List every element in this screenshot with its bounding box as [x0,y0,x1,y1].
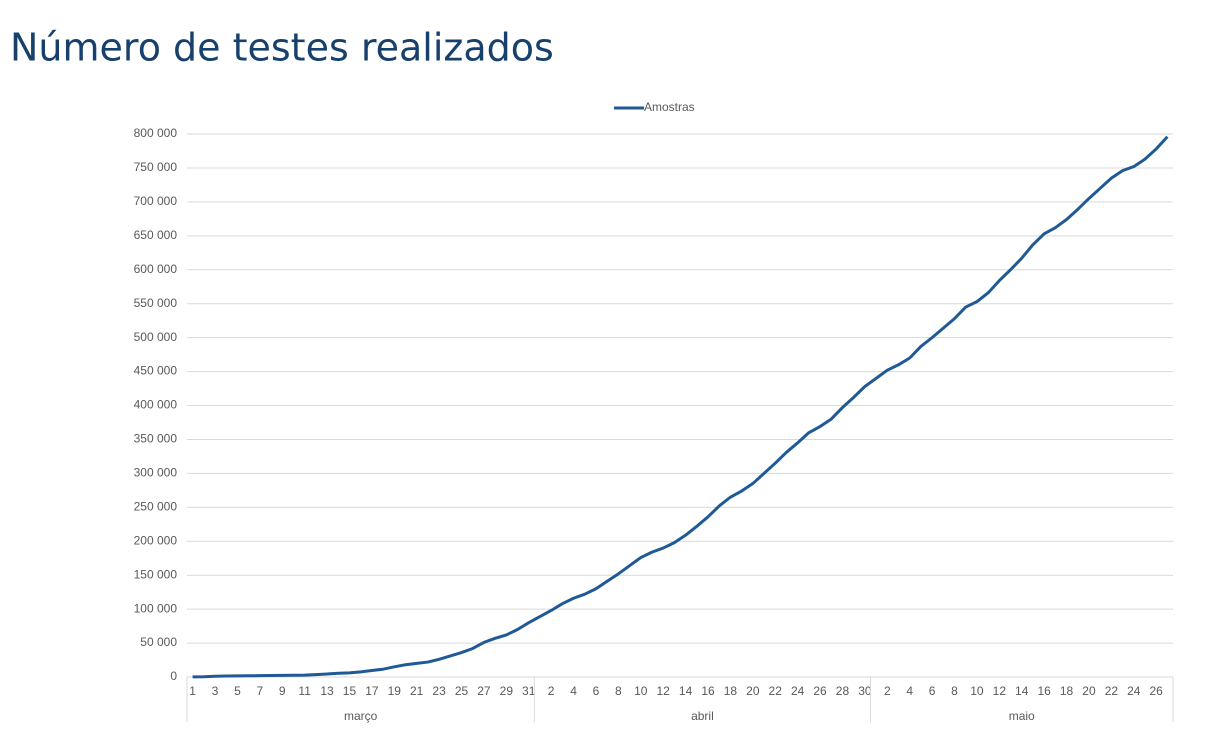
y-tick-label: 600 000 [134,262,178,276]
x-tick-label: 19 [388,684,402,698]
x-tick-label: 23 [432,684,446,698]
x-tick-label: 28 [836,684,850,698]
group-label: março [344,709,378,723]
x-tick-label: 18 [724,684,738,698]
y-tick-label: 150 000 [134,567,178,581]
x-tick-label: 2 [884,684,891,698]
x-tick-label: 5 [234,684,241,698]
x-tick-label: 10 [970,684,984,698]
x-tick-label: 16 [1037,684,1051,698]
x-tick-label: 18 [1060,684,1074,698]
x-tick-label: 9 [279,684,286,698]
x-tick-label: 21 [410,684,424,698]
x-tick-label: 26 [813,684,827,698]
x-tick-label: 30 [858,684,872,698]
x-tick-label: 27 [477,684,491,698]
x-tick-label: 22 [769,684,783,698]
y-tick-label: 550 000 [134,296,178,310]
y-tick-label: 300 000 [134,466,178,480]
x-tick-label: 7 [256,684,263,698]
x-tick-label: 13 [320,684,334,698]
y-tick-label: 100 000 [134,601,178,615]
x-tick-label: 29 [500,684,514,698]
x-tick-label: 24 [791,684,805,698]
x-tick-label: 4 [906,684,913,698]
y-tick-label: 500 000 [134,330,178,344]
y-tick-label: 250 000 [134,499,178,513]
y-tick-label: 50 000 [140,635,177,649]
y-tick-label: 450 000 [134,364,178,378]
x-tick-label: 2 [548,684,555,698]
y-tick-label: 800 000 [134,126,178,140]
x-tick-label: 8 [615,684,622,698]
x-tick-label: 15 [343,684,357,698]
x-tick-label: 1 [189,684,196,698]
x-tick-label: 22 [1105,684,1119,698]
x-tick-label: 31 [522,684,536,698]
y-tick-label: 700 000 [134,194,178,208]
x-tick-label: 3 [212,684,219,698]
y-tick-label: 400 000 [134,398,178,412]
group-label: abril [691,709,714,723]
x-tick-label: 6 [593,684,600,698]
x-tick-label: 10 [634,684,648,698]
x-tick-label: 20 [1082,684,1096,698]
x-tick-label: 14 [679,684,693,698]
x-tick-label: 24 [1127,684,1141,698]
y-tick-label: 0 [170,669,177,683]
x-tick-label: 14 [1015,684,1029,698]
y-tick-label: 650 000 [134,228,178,242]
x-tick-label: 26 [1150,684,1164,698]
data-line [192,135,1169,679]
y-tick-label: 350 000 [134,432,178,446]
x-tick-label: 17 [365,684,379,698]
x-tick-label: 11 [298,684,311,698]
chart-title: Número de testes realizados [10,26,554,70]
x-tick-label: 6 [929,684,936,698]
legend-label: Amostras [644,100,695,114]
x-tick-label: 8 [951,684,958,698]
x-tick-label: 12 [657,684,671,698]
group-label: maio [1009,709,1035,723]
y-tick-label: 750 000 [134,160,178,174]
x-tick-label: 20 [746,684,760,698]
y-tick-label: 200 000 [134,533,178,547]
x-tick-label: 25 [455,684,469,698]
x-tick-label: 4 [570,684,577,698]
x-tick-label: 16 [701,684,715,698]
x-tick-label: 12 [993,684,1007,698]
